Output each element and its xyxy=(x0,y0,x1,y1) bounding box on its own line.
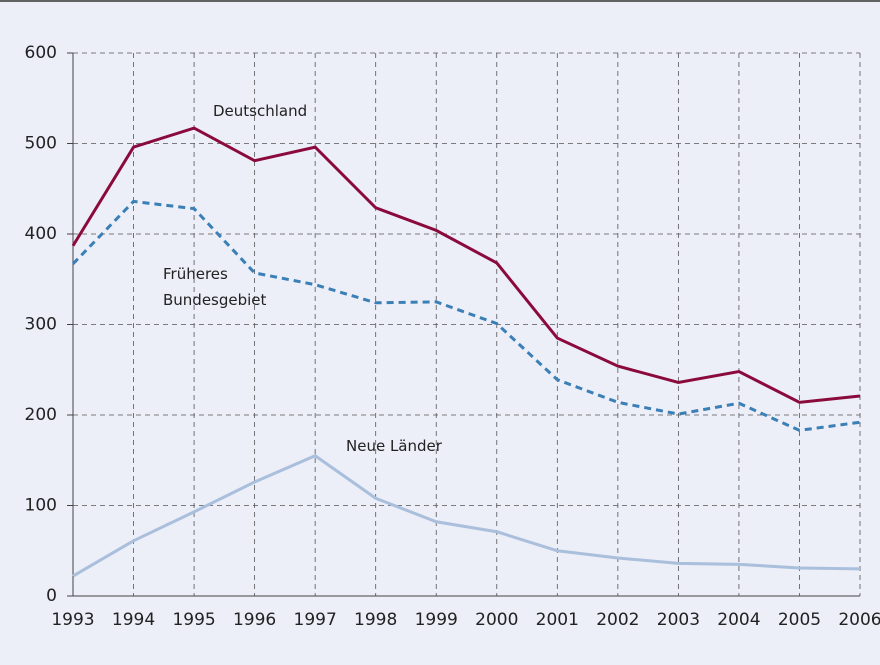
y-tick-label: 200 xyxy=(25,405,57,425)
x-tick-label: 1994 xyxy=(112,610,155,630)
y-tick-label: 0 xyxy=(46,586,57,606)
x-tick-label: 1995 xyxy=(172,610,215,630)
y-tick-label: 600 xyxy=(25,43,57,63)
x-tick-label: 1996 xyxy=(233,610,276,630)
series-label: Deutschland xyxy=(213,102,308,120)
y-tick-label: 100 xyxy=(25,496,57,516)
x-tick-label: 2001 xyxy=(536,610,579,630)
series-line xyxy=(71,199,861,432)
series-line xyxy=(72,454,861,578)
x-tick-label: 1993 xyxy=(51,610,94,630)
y-tick-label: 300 xyxy=(25,315,57,335)
x-tick-label: 2006 xyxy=(838,610,880,630)
series-label: Früheres Bundesgebiet xyxy=(163,265,267,309)
x-tick-label: 2004 xyxy=(717,610,760,630)
series-line xyxy=(71,126,861,404)
x-tick-label: 2000 xyxy=(475,610,518,630)
series-label: Neue Länder xyxy=(346,437,442,455)
x-tick-label: 1999 xyxy=(415,610,458,630)
x-tick-label: 2003 xyxy=(657,610,700,630)
y-tick-label: 500 xyxy=(25,134,57,154)
x-tick-label: 1997 xyxy=(294,610,337,630)
x-tick-label: 2005 xyxy=(778,610,821,630)
x-tick-label: 1998 xyxy=(354,610,397,630)
x-tick-label: 2002 xyxy=(596,610,639,630)
y-tick-label: 400 xyxy=(25,224,57,244)
